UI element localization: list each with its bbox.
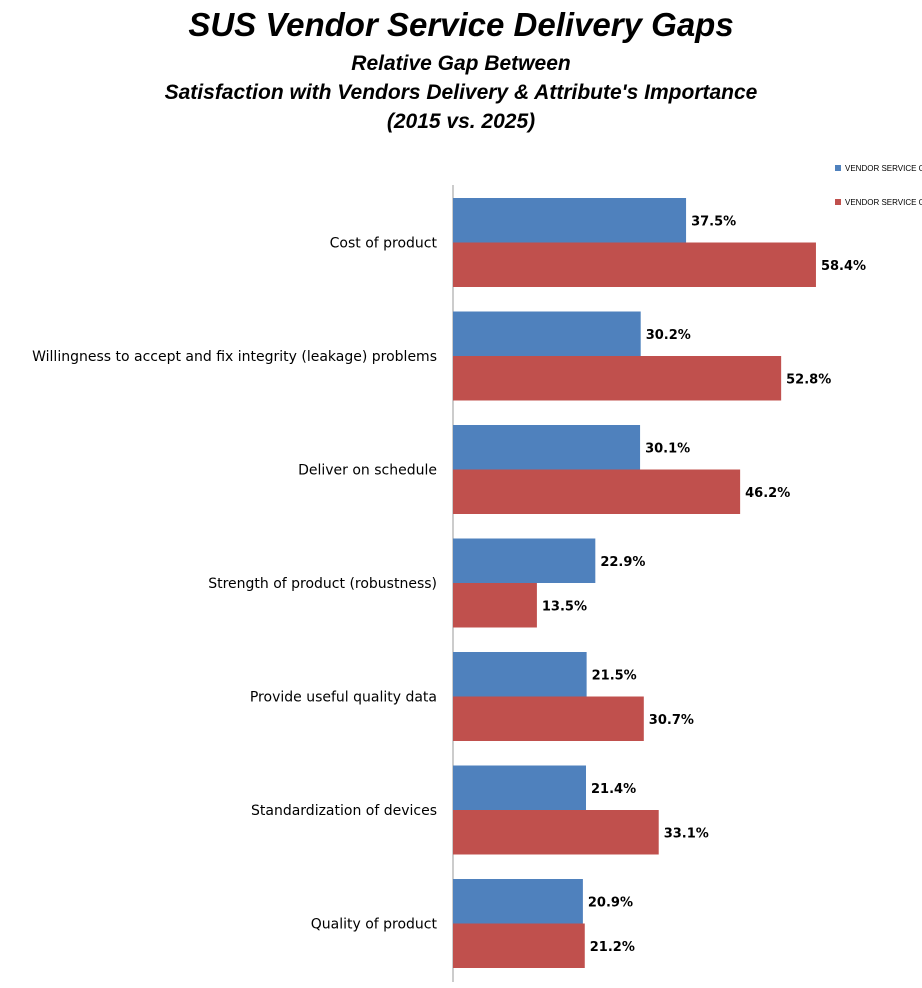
data-label: 20.9% bbox=[588, 895, 633, 910]
data-label: 13.5% bbox=[542, 599, 587, 614]
category-label: Quality of product bbox=[311, 917, 438, 933]
bar-series-1 bbox=[453, 425, 641, 470]
bar-series-2 bbox=[453, 923, 585, 968]
data-label: 52.8% bbox=[786, 372, 831, 387]
data-label: 30.7% bbox=[649, 713, 694, 728]
legend-label: VENDOR SERVICE G bbox=[845, 198, 922, 207]
bar-series-2 bbox=[453, 356, 782, 401]
data-label: 33.1% bbox=[664, 826, 709, 841]
data-label: 21.2% bbox=[590, 940, 635, 955]
category-label: Standardization of devices bbox=[251, 803, 437, 819]
chart-subtitle-1: Relative Gap Between bbox=[351, 52, 571, 75]
chart-subtitle-3: (2015 vs. 2025) bbox=[386, 110, 536, 133]
bar-series-2 bbox=[453, 810, 659, 855]
data-label: 30.2% bbox=[646, 328, 691, 343]
bar-series-2 bbox=[453, 469, 741, 514]
legend-label: VENDOR SERVICE G bbox=[845, 164, 922, 173]
bar-series-1 bbox=[453, 311, 641, 356]
bar-series-2 bbox=[453, 696, 644, 741]
bar-series-1 bbox=[453, 652, 587, 697]
category-label: Deliver on schedule bbox=[298, 463, 437, 479]
bar-series-1 bbox=[453, 765, 587, 810]
data-label: 37.5% bbox=[691, 214, 736, 229]
category-label: Cost of product bbox=[330, 236, 438, 252]
bar-series-1 bbox=[453, 538, 596, 583]
legend-swatch bbox=[835, 165, 841, 171]
bar-series-1 bbox=[453, 879, 583, 924]
data-label: 22.9% bbox=[600, 555, 645, 570]
data-label: 30.1% bbox=[645, 441, 690, 456]
category-label: Provide useful quality data bbox=[250, 690, 437, 706]
data-label: 21.5% bbox=[592, 668, 637, 683]
category-label: Strength of product (robustness) bbox=[208, 576, 437, 592]
legend-swatch bbox=[835, 199, 841, 205]
bar-series-2 bbox=[453, 242, 816, 287]
data-label: 58.4% bbox=[821, 259, 866, 274]
data-label: 21.4% bbox=[591, 782, 636, 797]
chart-title: SUS Vendor Service Delivery Gaps bbox=[188, 6, 734, 43]
chart-subtitle-2: Satisfaction with Vendors Delivery & Att… bbox=[164, 81, 758, 104]
bar-series-1 bbox=[453, 198, 687, 243]
data-label: 46.2% bbox=[745, 486, 790, 501]
category-label: Willingness to accept and fix integrity … bbox=[32, 349, 437, 365]
bar-series-2 bbox=[453, 583, 537, 628]
